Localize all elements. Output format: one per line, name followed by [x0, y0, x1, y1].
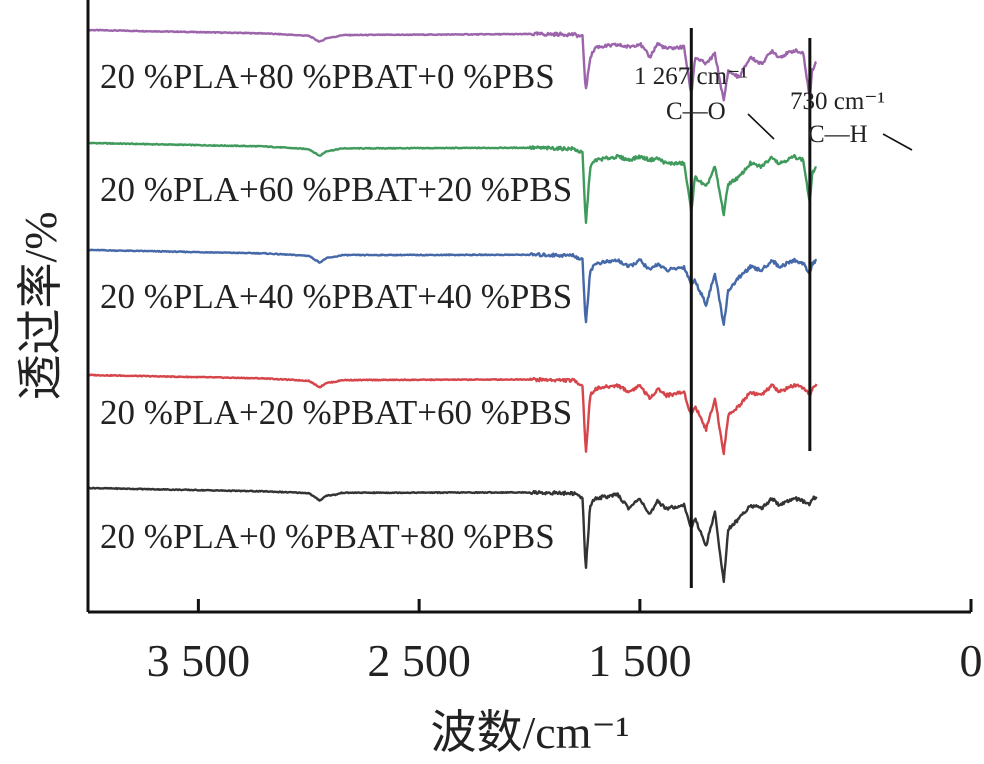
y-axis-title: 透过率/% [15, 211, 66, 400]
series-label-1: 20 %PLA+80 %PBAT+0 %PBS [100, 57, 555, 96]
series-label-3: 20 %PLA+40 %PBAT+40 %PBS [100, 277, 572, 316]
series-line-5 [87, 486, 818, 584]
series-layer [87, 28, 818, 584]
labels: 20 %PLA+80 %PBAT+0 %PBS 20 %PLA+60 %PBAT+… [15, 57, 983, 758]
annotation-wavenumber-2: 730 cm⁻¹ [790, 88, 885, 115]
annotation-bond-2: C—H [808, 121, 868, 148]
series-label-4: 20 %PLA+20 %PBAT+60 %PBS [100, 393, 572, 432]
series-line-1 [87, 28, 817, 102]
x-tick-label-1: 3 500 [147, 635, 251, 686]
x-tick-label-4: 0 [960, 635, 983, 686]
annotation-wavenumber-1: 1 267 cm⁻¹ [634, 63, 748, 90]
series-label-2: 20 %PLA+60 %PBAT+20 %PBS [100, 170, 572, 209]
annotation-leader-2 [882, 133, 913, 151]
annotation-leader-1 [747, 113, 775, 140]
series-line-3 [87, 248, 818, 326]
series-label-5: 20 %PLA+0 %PBAT+80 %PBS [100, 517, 555, 556]
x-tick-label-3: 1 500 [588, 635, 692, 686]
x-axis-title: 波数/cm⁻¹ [430, 707, 629, 758]
series-line-2 [87, 141, 817, 225]
x-tick-label-2: 2 500 [367, 635, 471, 686]
series-line-4 [87, 373, 818, 456]
axes [86, 0, 973, 614]
annotation-bond-1: C—O [666, 98, 726, 125]
annotation-layer [689, 28, 913, 588]
